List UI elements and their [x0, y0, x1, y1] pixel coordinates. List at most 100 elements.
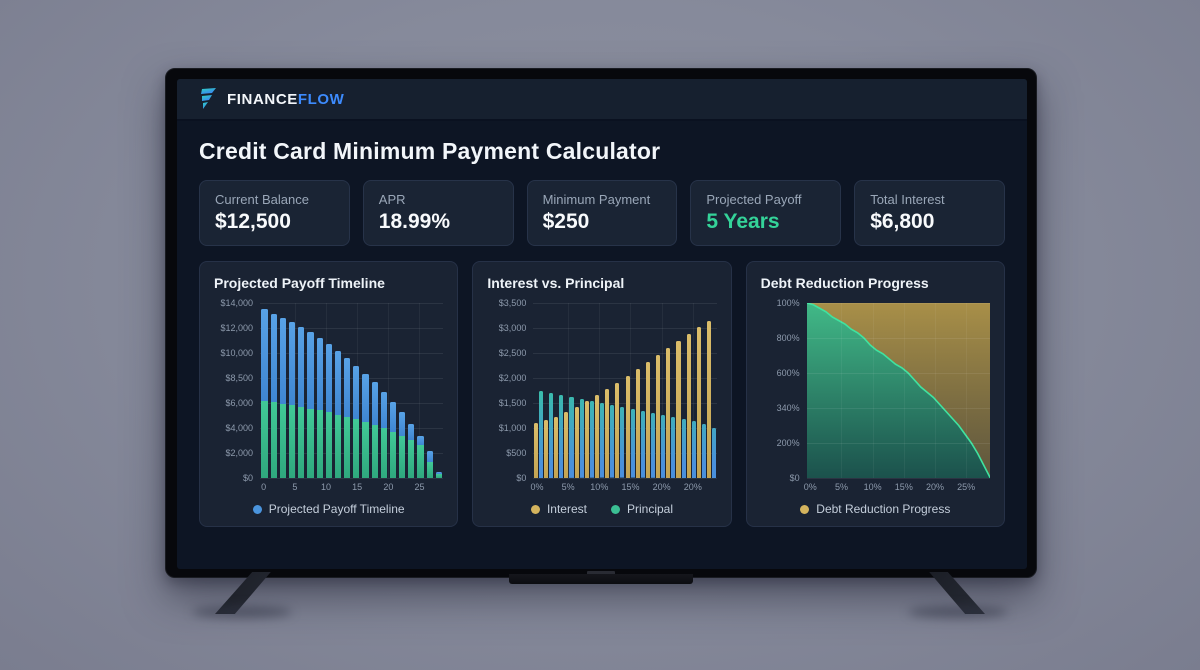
interest-bar: [594, 395, 600, 478]
interest-bar: [574, 406, 579, 478]
app-header: FINANCEFLOW: [177, 79, 1027, 121]
stat-card-minimum-payment: Minimum Payment $250: [526, 180, 678, 246]
principal-bar: [579, 399, 584, 478]
bar: [344, 358, 351, 478]
bar: [408, 423, 415, 478]
x-axis: 0% 5% 10% 15% 20% 20%: [530, 482, 716, 497]
x-tick-label: 20: [383, 482, 394, 492]
bar-series: [260, 303, 443, 478]
stat-card-total-interest: Total Interest $6,800: [854, 180, 1005, 246]
stat-value: $6,800: [870, 210, 935, 233]
plot-area: [533, 303, 717, 479]
x-tick-label: 5%: [561, 482, 575, 492]
page-title: Credit Card Minimum Payment Calculator: [199, 138, 661, 164]
legend-label: Principal: [626, 502, 674, 516]
x-tick-label: 10%: [863, 482, 882, 492]
tv-brand-led: [587, 571, 615, 575]
x-tick-label: 15: [352, 482, 363, 492]
tv-chin: [509, 574, 693, 584]
y-axis: $14,000 $12,000 $10,000 $8,500 $6,000 $4,000 $…: [214, 298, 260, 483]
principal-bar: [569, 397, 574, 478]
stat-label: APR: [378, 192, 406, 207]
legend-item: Principal: [610, 502, 674, 516]
bar: [325, 344, 332, 478]
x-axis: 0% 5% 10% 15% 20% 25%: [803, 482, 990, 497]
y-tick-label: 340%: [776, 403, 800, 413]
principal-bar: [661, 415, 666, 478]
principal-bar: [559, 395, 564, 478]
bar: [261, 309, 268, 478]
y-axis: $3,500 $3,000 $2,500 $2,000 $1,500 $1,000 $500…: [487, 298, 533, 483]
chart-legend: Projected Payoff Timeline: [214, 502, 443, 516]
y-tick-label: $3,000: [498, 323, 527, 333]
x-tick-label: 15%: [621, 482, 640, 492]
x-tick-label: 25: [414, 482, 425, 492]
y-tick-label: $10,000: [220, 348, 253, 358]
x-tick-label: 10%: [590, 482, 609, 492]
stat-value: $250: [542, 210, 590, 233]
principal-bar: [712, 428, 717, 478]
x-tick-label: 10: [320, 482, 331, 492]
y-tick-label: $2,500: [498, 348, 527, 358]
interest-bar: [645, 361, 650, 478]
interest-bar: [666, 347, 671, 478]
stat-label: Current Balance: [215, 192, 309, 207]
tv-frame: FINANCEFLOW Credit Card Minimum Payment …: [165, 68, 1037, 584]
stat-value: 18.99%: [378, 210, 451, 233]
leg-shadow-right: [908, 606, 1008, 618]
y-tick-label: 800%: [776, 333, 800, 343]
chart-title: Projected Payoff Timeline: [214, 275, 385, 291]
dashboard-content: Credit Card Minimum Payment Calculator C…: [177, 138, 1027, 527]
bar: [307, 332, 314, 478]
principal-bar: [610, 405, 615, 478]
legend-label: Projected Payoff Timeline: [268, 502, 405, 516]
x-tick-label: 20%: [683, 482, 702, 492]
stat-label: Minimum Payment: [542, 192, 651, 207]
x-tick-label: 20%: [652, 482, 671, 492]
x-tick-label: 5%: [834, 482, 848, 492]
x-tick-label: 0%: [530, 482, 544, 492]
interest-bar: [554, 416, 559, 478]
x-tick-label: 0%: [803, 482, 817, 492]
leg-shadow-left: [192, 606, 292, 618]
legend-label: Interest: [546, 502, 587, 516]
y-tick-label: 600%: [776, 368, 800, 378]
legend-item: Projected Payoff Timeline: [252, 502, 405, 516]
y-tick-label: 100%: [776, 298, 800, 308]
x-tick-label: 25%: [957, 482, 976, 492]
principal-bar: [549, 392, 554, 478]
y-tick-label: $1,000: [498, 423, 527, 433]
interest-bar: [707, 320, 712, 478]
interest-bar: [686, 333, 691, 478]
interest-bar: [615, 382, 620, 478]
legend-label: Debt Reduction Progress: [816, 502, 951, 516]
interest-legend-dot: [530, 504, 540, 514]
bar: [316, 338, 323, 478]
principal-bar: [600, 403, 605, 478]
bar: [380, 391, 387, 478]
stat-label: Projected Payoff: [706, 192, 802, 207]
bar-series: [533, 303, 717, 478]
y-tick-label: $1,500: [498, 398, 527, 408]
interest-bar: [656, 354, 661, 478]
principal-bar: [630, 409, 635, 478]
bar: [362, 373, 369, 478]
y-tick-label: $6,000: [225, 398, 253, 408]
stat-label: Total Interest: [870, 192, 945, 207]
y-tick-label: $12,000: [220, 323, 253, 333]
bar: [435, 471, 442, 478]
bar: [270, 313, 277, 478]
legend-item: Interest: [530, 502, 587, 516]
x-tick-label: 5: [292, 482, 298, 492]
principal-bar: [671, 417, 676, 478]
plot-area: [806, 303, 990, 479]
principal-bar: [650, 413, 656, 478]
y-tick-label: $2,000: [225, 448, 253, 458]
interest-bar: [696, 327, 701, 478]
stat-card-row: Current Balance $12,500 APR 18.99% Minim…: [199, 180, 1005, 246]
y-tick-label: $14,000: [220, 298, 253, 308]
interest-bar: [625, 375, 630, 478]
x-tick-label: 0: [261, 482, 267, 492]
principal-legend-dot: [610, 504, 620, 514]
brand-name: FINANCEFLOW: [227, 91, 344, 108]
